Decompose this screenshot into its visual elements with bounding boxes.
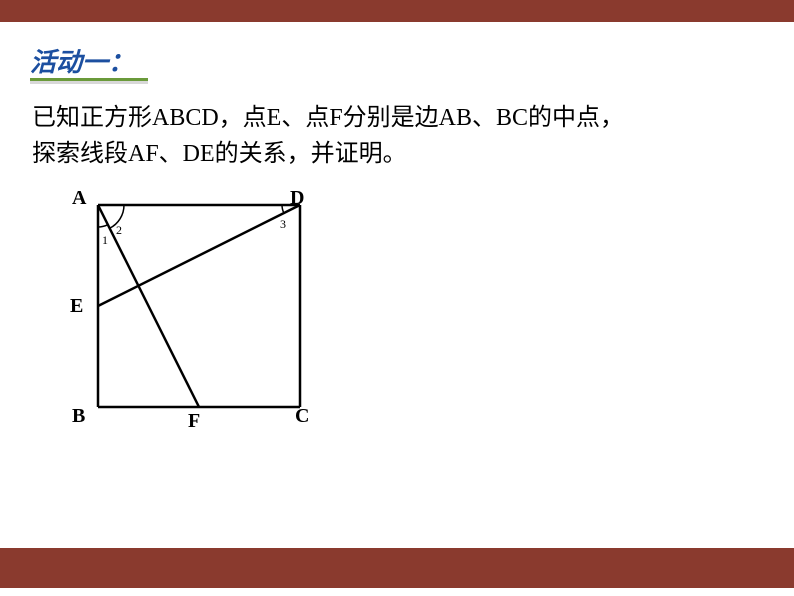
label-A: A <box>72 187 86 210</box>
top-bar <box>0 0 794 22</box>
geometry-diagram: ADBCEF123 <box>80 195 345 460</box>
label-D: D <box>290 187 304 210</box>
label-C: C <box>295 405 309 428</box>
section-title: 活动一： <box>30 42 134 79</box>
label-F: F <box>188 410 200 433</box>
problem-text: 已知正方形ABCD，点E、点F分别是边AB、BC的中点， 探索线段AF、DE的关… <box>32 100 624 172</box>
angle-label-1: 1 <box>102 233 108 248</box>
problem-line1: 已知正方形ABCD，点E、点F分别是边AB、BC的中点， <box>32 100 624 136</box>
label-B: B <box>72 405 85 428</box>
problem-line2: 探索线段AF、DE的关系，并证明。 <box>32 136 624 172</box>
angle-label-3: 3 <box>280 217 286 232</box>
title-underline <box>30 78 148 84</box>
angle-label-2: 2 <box>116 223 122 238</box>
bottom-bar <box>0 548 794 588</box>
label-E: E <box>70 295 83 318</box>
